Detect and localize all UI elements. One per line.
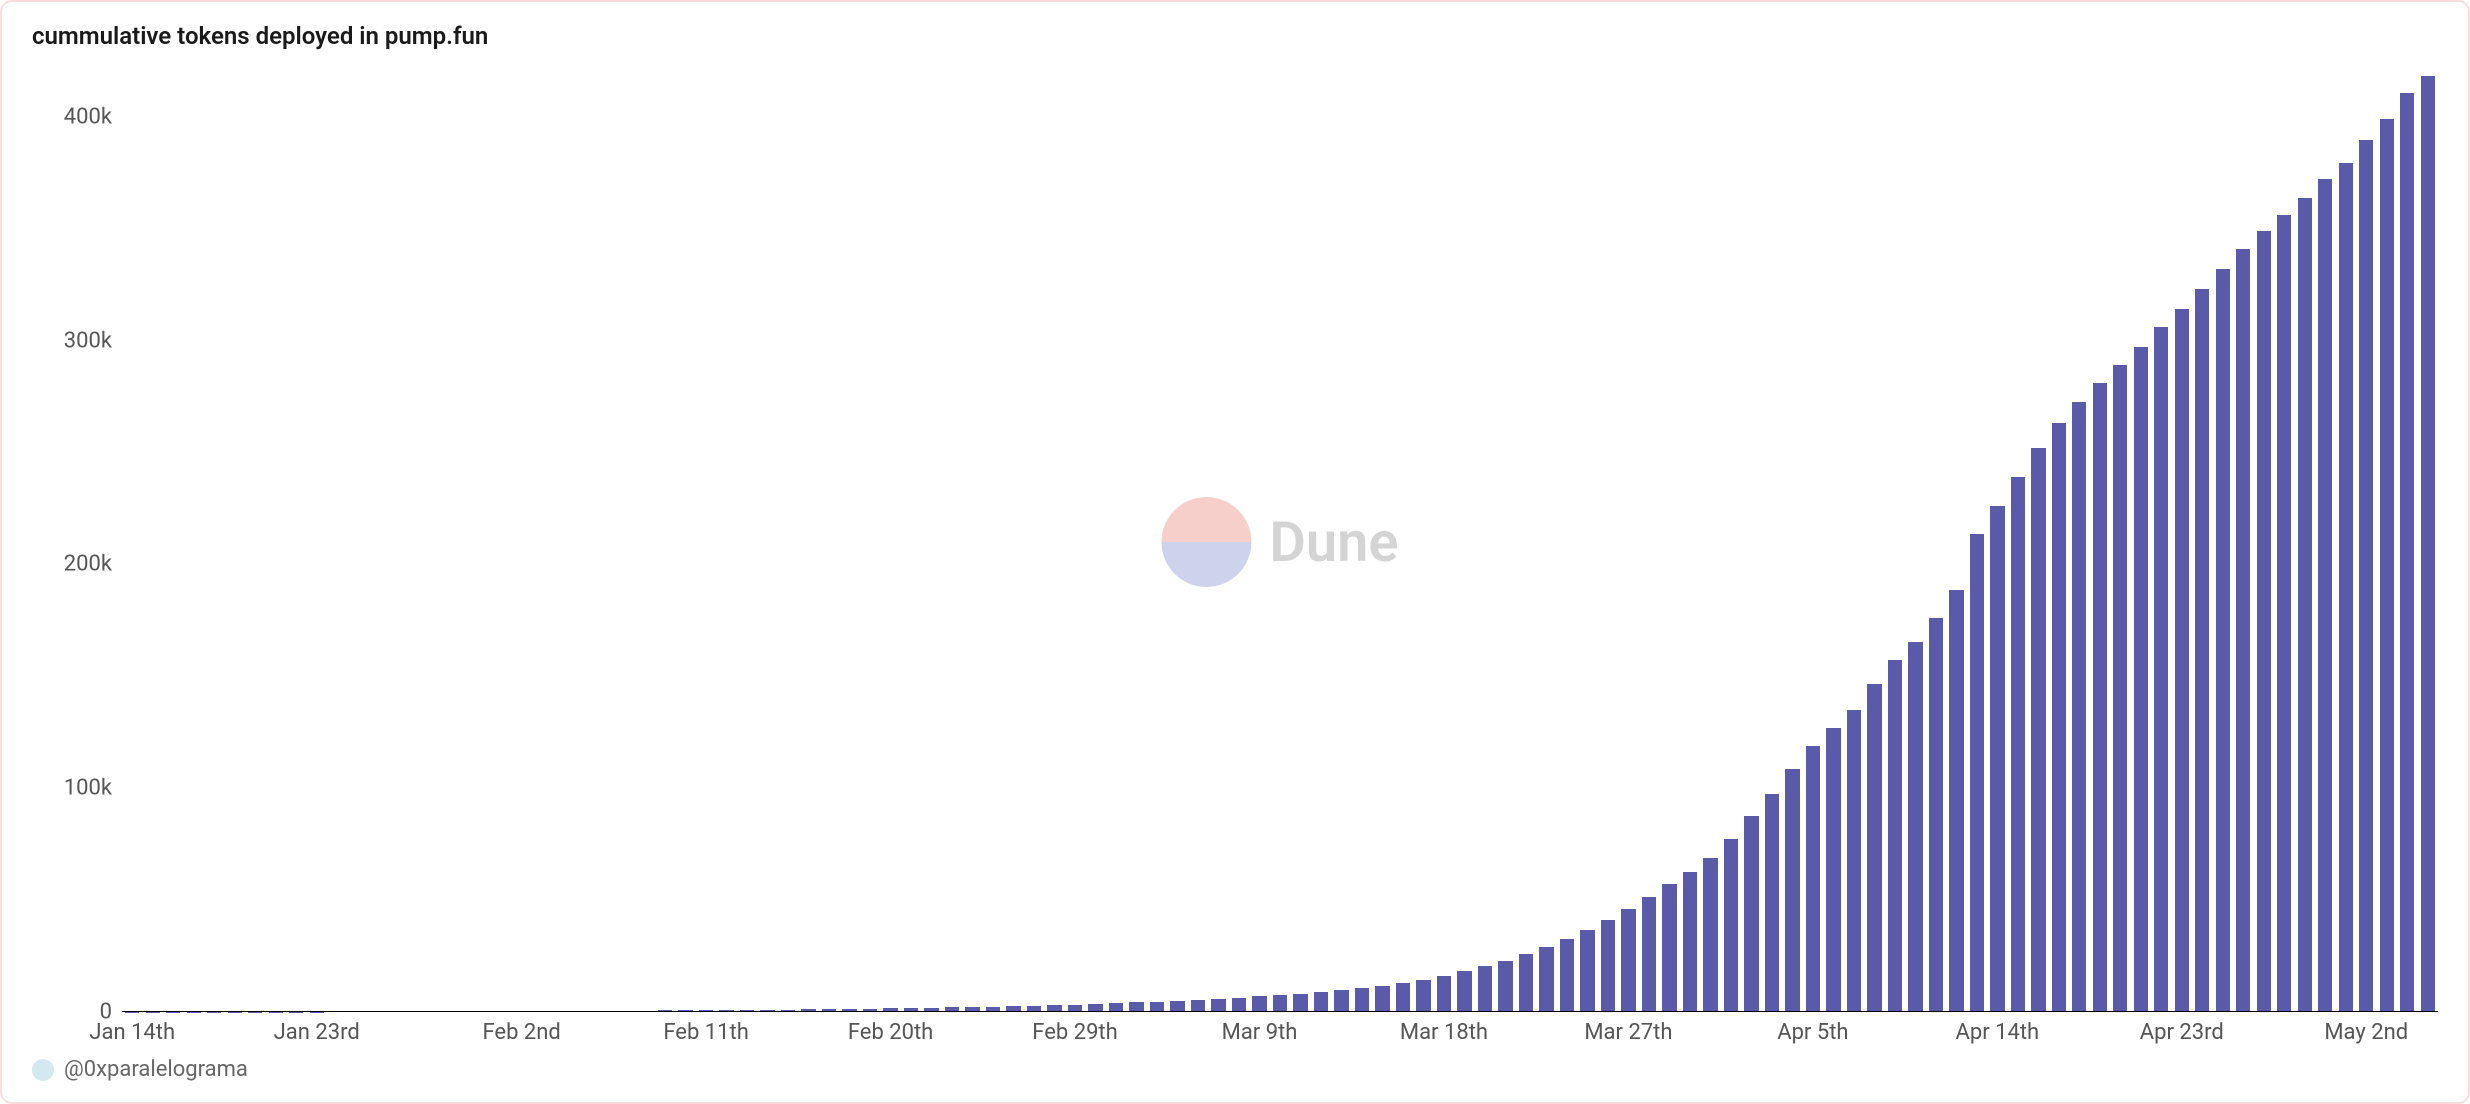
- bar: [1560, 939, 1574, 1012]
- bar: [1785, 769, 1799, 1012]
- bar: [1314, 992, 1328, 1012]
- x-tick-label: Jan 14th: [89, 1020, 175, 1045]
- bar: [2031, 448, 2045, 1012]
- bar: [1601, 920, 1615, 1012]
- bar: [1662, 884, 1676, 1012]
- bar: [1457, 971, 1471, 1012]
- bar: [1396, 983, 1410, 1012]
- bar: [1273, 995, 1287, 1012]
- bar: [2298, 198, 2312, 1012]
- bar: [2195, 289, 2209, 1012]
- bar: [1929, 618, 1943, 1012]
- bar: [1293, 994, 1307, 1012]
- bar: [2052, 423, 2066, 1012]
- bar: [2277, 215, 2291, 1012]
- bar: [2318, 179, 2332, 1012]
- bar: [1519, 954, 1533, 1012]
- bar: [1744, 816, 1758, 1012]
- bars-layer: [122, 72, 2438, 1012]
- bar: [1970, 534, 1984, 1012]
- bar: [1478, 966, 1492, 1012]
- bar: [1642, 897, 1656, 1012]
- y-tick-label: 400k: [64, 104, 112, 129]
- y-tick-label: 300k: [64, 328, 112, 353]
- bar: [2400, 93, 2414, 1012]
- bar: [2093, 383, 2107, 1012]
- bar: [1949, 590, 1963, 1012]
- bar: [2257, 231, 2271, 1012]
- bar: [1847, 710, 1861, 1012]
- bar: [2236, 249, 2250, 1012]
- bar: [1498, 961, 1512, 1012]
- bar: [2072, 402, 2086, 1012]
- bar: [2175, 309, 2189, 1012]
- x-tick-label: Apr 5th: [1777, 1020, 1848, 1045]
- y-tick-label: 200k: [64, 552, 112, 577]
- x-tick-label: May 2nd: [2324, 1020, 2408, 1045]
- x-tick-label: Mar 18th: [1400, 1020, 1488, 1045]
- attribution-handle: @0xparalelograma: [64, 1057, 248, 1082]
- chart-title: cummulative tokens deployed in pump.fun: [32, 22, 488, 50]
- bar: [1355, 988, 1369, 1012]
- bar: [1703, 858, 1717, 1012]
- bar: [1765, 794, 1779, 1012]
- bar: [1826, 728, 1840, 1012]
- bar: [2113, 365, 2127, 1012]
- x-axis-baseline: [122, 1011, 2438, 1012]
- x-tick-label: Apr 14th: [1956, 1020, 2040, 1045]
- bar: [1375, 986, 1389, 1012]
- bar: [2380, 119, 2394, 1012]
- bar: [2134, 347, 2148, 1012]
- bar: [1232, 998, 1246, 1012]
- bar: [2339, 163, 2353, 1012]
- bar: [1888, 660, 1902, 1013]
- bar: [1211, 999, 1225, 1012]
- bar: [2421, 76, 2435, 1012]
- x-tick-label: Feb 2nd: [482, 1020, 560, 1045]
- x-tick-label: Feb 29th: [1032, 1020, 1117, 1045]
- bar: [1334, 990, 1348, 1012]
- bar: [1806, 746, 1820, 1012]
- bar: [2359, 140, 2373, 1012]
- chart-container: cummulative tokens deployed in pump.fun …: [0, 0, 2470, 1104]
- x-tick-label: Mar 9th: [1222, 1020, 1298, 1045]
- bar: [1621, 909, 1635, 1012]
- bar: [1580, 930, 1594, 1012]
- bar: [2216, 269, 2230, 1012]
- bar: [1724, 839, 1738, 1012]
- bar: [1990, 506, 2004, 1012]
- attribution-dot-icon: [32, 1059, 54, 1081]
- plot-area: Dune 0100k200k300k400k Jan 14thJan 23rdF…: [122, 72, 2438, 1012]
- x-tick-label: Mar 27th: [1584, 1020, 1672, 1045]
- bar: [1908, 642, 1922, 1012]
- bar: [1539, 947, 1553, 1012]
- bar: [1867, 684, 1881, 1012]
- x-tick-label: Feb 11th: [663, 1020, 748, 1045]
- attribution: @0xparalelograma: [32, 1057, 248, 1082]
- y-tick-label: 100k: [64, 776, 112, 801]
- bar: [1416, 980, 1430, 1012]
- bar: [1683, 872, 1697, 1012]
- x-tick-label: Apr 23rd: [2140, 1020, 2224, 1045]
- bar: [1252, 996, 1266, 1012]
- x-tick-label: Jan 23rd: [274, 1020, 360, 1045]
- bar: [2011, 477, 2025, 1012]
- x-tick-label: Feb 20th: [848, 1020, 933, 1045]
- bar: [1437, 976, 1451, 1012]
- bar: [2154, 327, 2168, 1012]
